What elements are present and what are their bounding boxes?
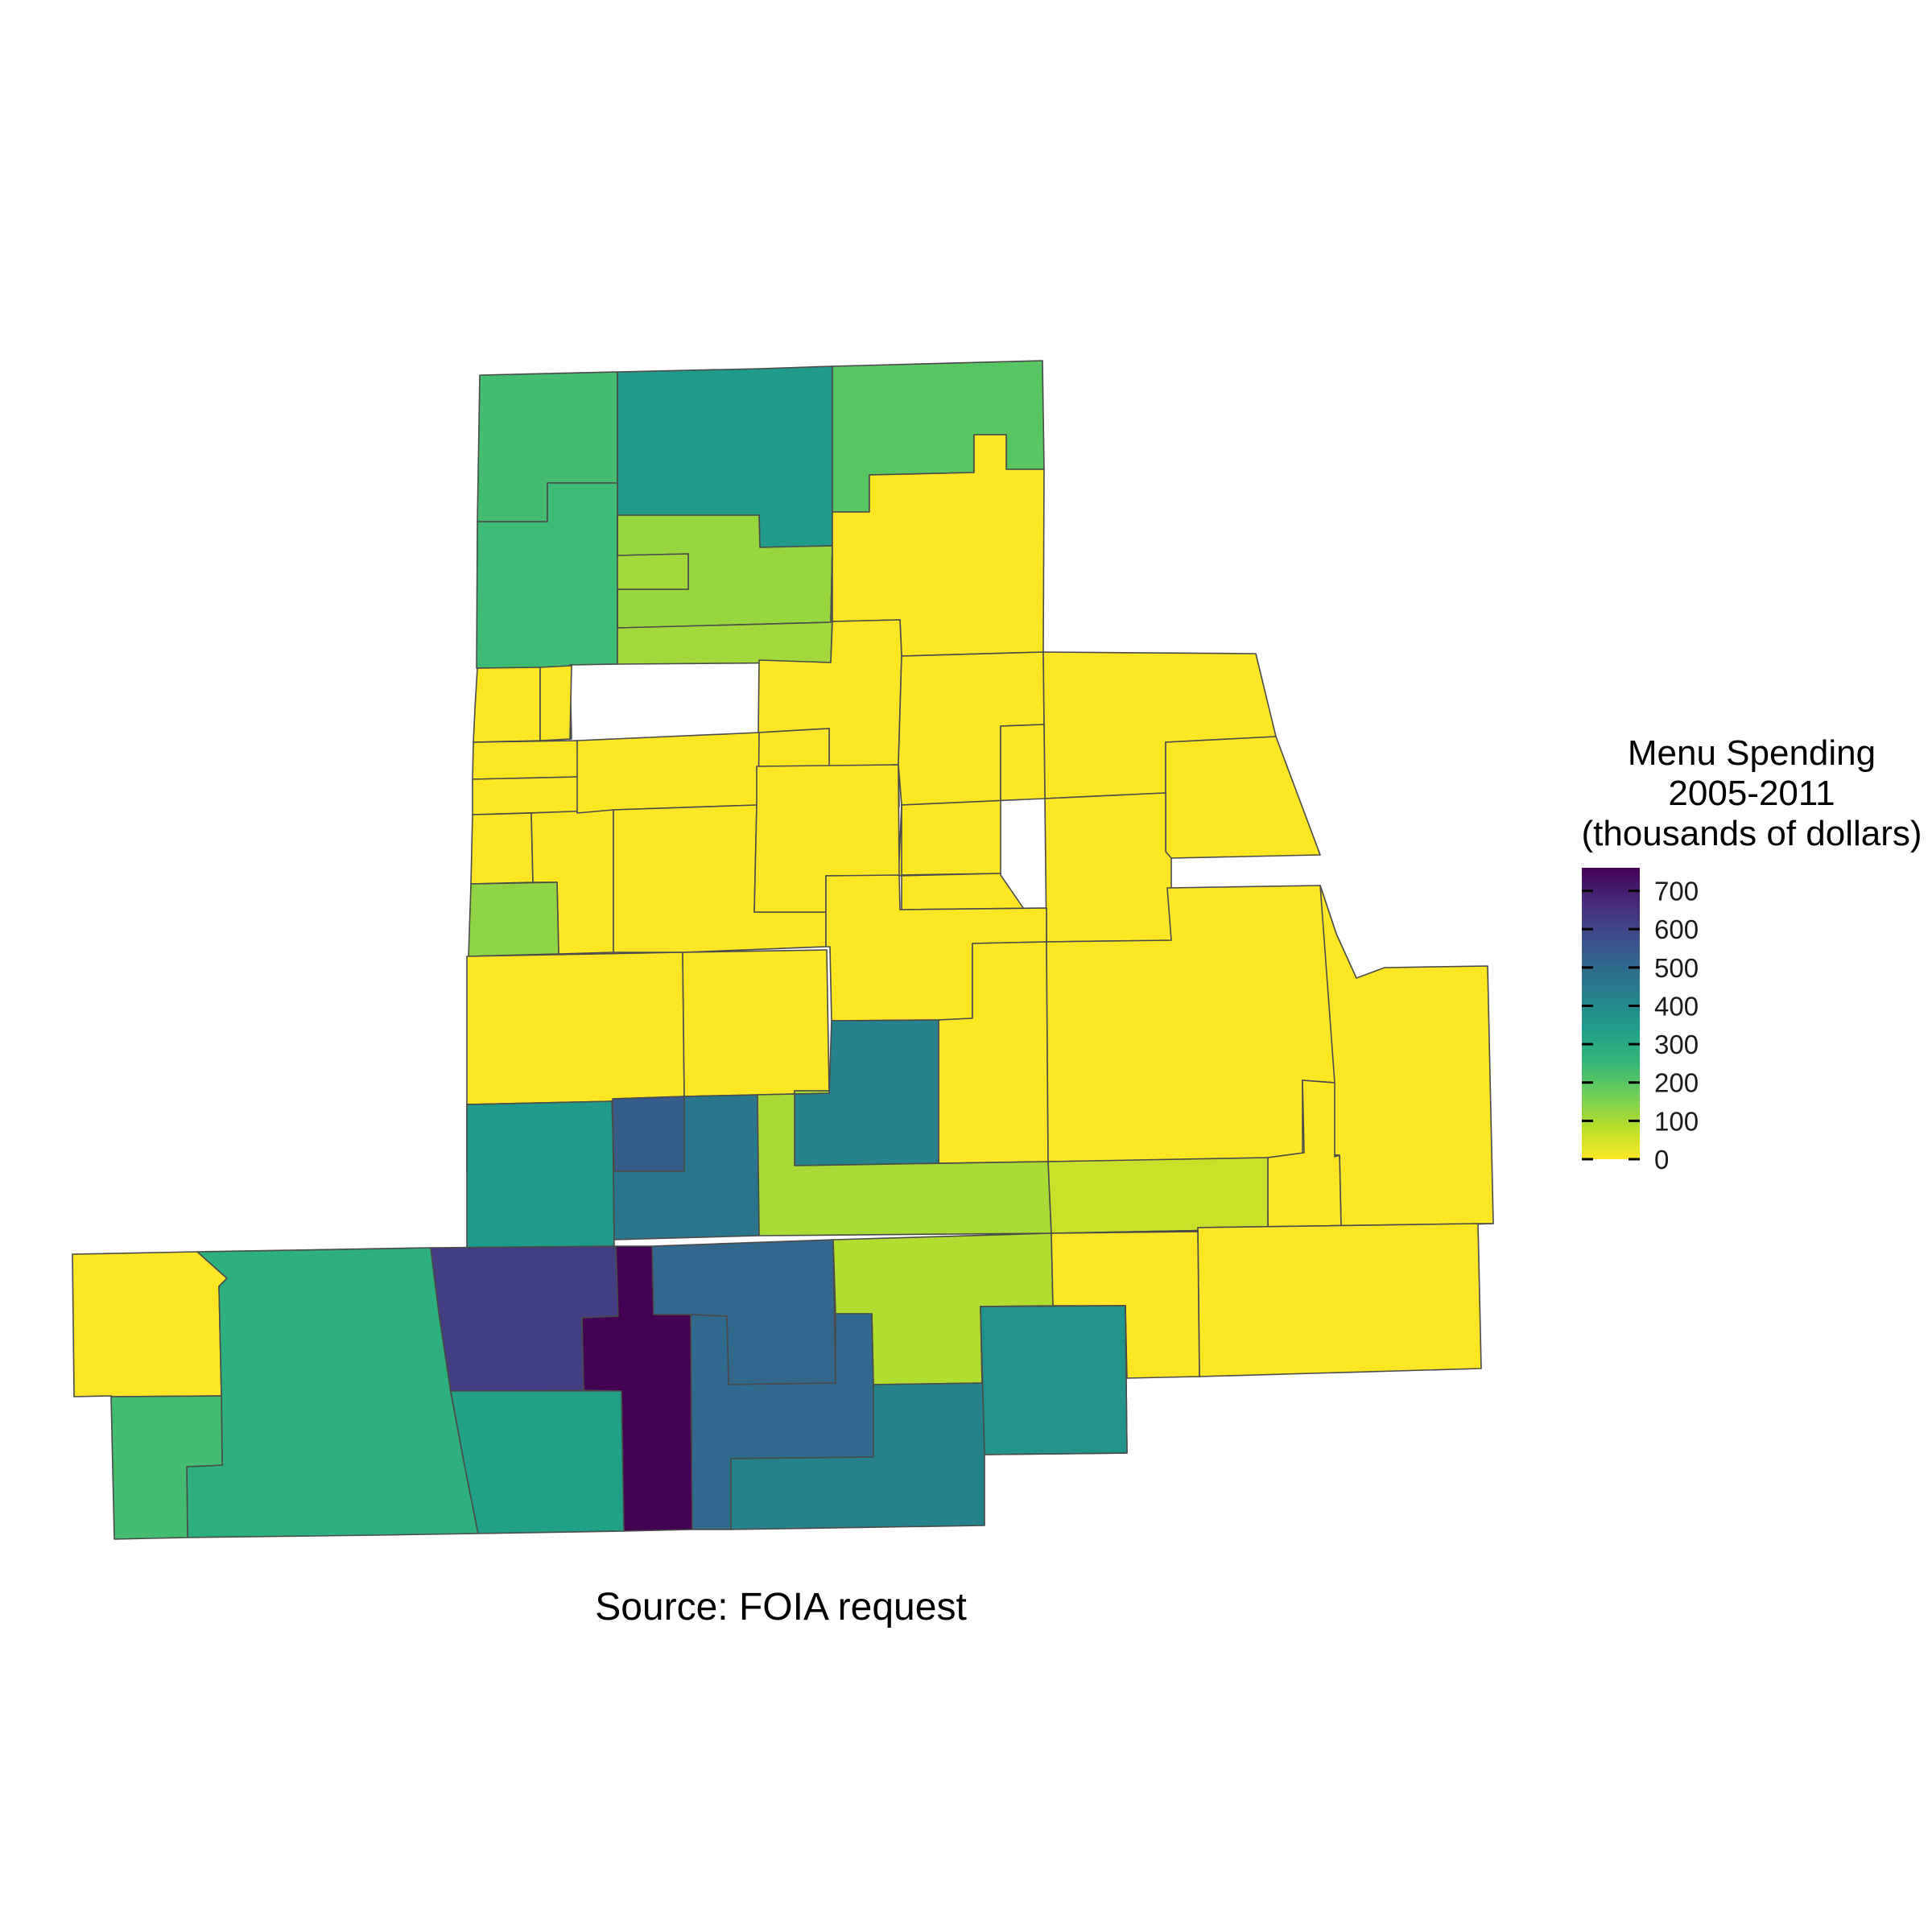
ward-region [72, 1251, 228, 1397]
ward-region [1197, 1223, 1482, 1377]
legend-title-line-1: Menu Spending [1628, 733, 1876, 773]
ward-region [466, 952, 685, 1105]
ward-region [690, 1313, 874, 1530]
ward-region [539, 665, 572, 741]
legend-tick-label: 700 [1654, 877, 1699, 906]
color-legend: Menu Spending 2005-2011 (thousands of do… [1581, 733, 1922, 1174]
ward-region [470, 812, 534, 885]
legend-ticks: 0 100 200 300 400 500 600 700 [1582, 877, 1699, 1174]
legend-tick-label: 0 [1654, 1145, 1669, 1174]
legend-tick-label: 600 [1654, 914, 1699, 944]
legend-color-bar [1582, 868, 1640, 1159]
ward-region [1047, 1157, 1269, 1234]
ward-region [1044, 792, 1172, 943]
map-regions [72, 360, 1494, 1540]
legend-tick-label: 100 [1654, 1106, 1699, 1136]
legend-tick-label: 300 [1654, 1030, 1699, 1059]
legend-tick-label: 200 [1654, 1068, 1699, 1098]
ward-region [450, 1390, 625, 1534]
ward-region [110, 1395, 223, 1540]
ward-region [472, 740, 579, 780]
ward-region [611, 1094, 760, 1241]
legend-tick-label: 400 [1654, 991, 1699, 1021]
ward-region [186, 1247, 479, 1538]
ward-region [980, 1305, 1128, 1455]
legend-title-line-3: (thousands of dollars) [1581, 814, 1922, 853]
ward-region [682, 949, 830, 1097]
legend-title-line-2: 2005-2011 [1668, 774, 1835, 813]
ward-region [473, 667, 541, 743]
ward-region [466, 1100, 615, 1250]
legend-tick-label: 500 [1654, 953, 1699, 983]
ward-region [1165, 736, 1321, 859]
ward-region [472, 776, 579, 815]
ward-region [757, 1090, 1052, 1236]
ward-region [468, 881, 559, 957]
ward-region [576, 732, 760, 814]
source-caption: Source: FOIA request [595, 1586, 967, 1629]
